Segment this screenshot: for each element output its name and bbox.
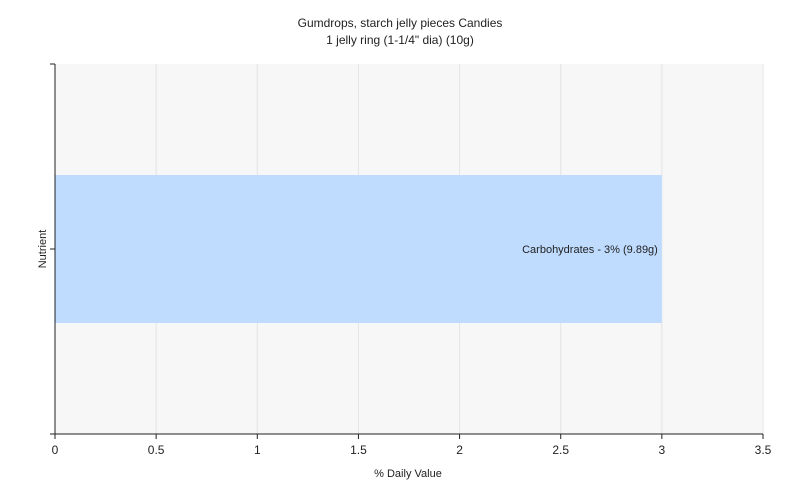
x-tick-label: 2.5 [552, 443, 569, 457]
bar [55, 175, 662, 323]
x-tick-label: 0.5 [148, 443, 165, 457]
x-tick-label: 2 [456, 443, 463, 457]
axes [50, 63, 764, 439]
x-tick-label: 0 [52, 443, 59, 457]
bars: Carbohydrates - 3% (9.89g) [55, 175, 662, 323]
chart-subtitle: 1 jelly ring (1-1/4" dia) (10g) [326, 33, 474, 47]
x-axis-label: % Daily Value [374, 468, 442, 480]
x-tick-label: 3 [659, 443, 666, 457]
bar-data-label: Carbohydrates - 3% (9.89g) [522, 244, 658, 256]
x-tick-labels: 0 0.5 1 1.5 2 2.5 3 3.5 [52, 443, 772, 457]
y-axis-label: Nutrient [37, 230, 49, 269]
chart-title: Gumdrops, starch jelly pieces Candies [298, 16, 503, 30]
x-tick-label: 1 [254, 443, 261, 457]
x-tick-label: 1.5 [350, 443, 367, 457]
x-tick-label: 3.5 [755, 443, 772, 457]
